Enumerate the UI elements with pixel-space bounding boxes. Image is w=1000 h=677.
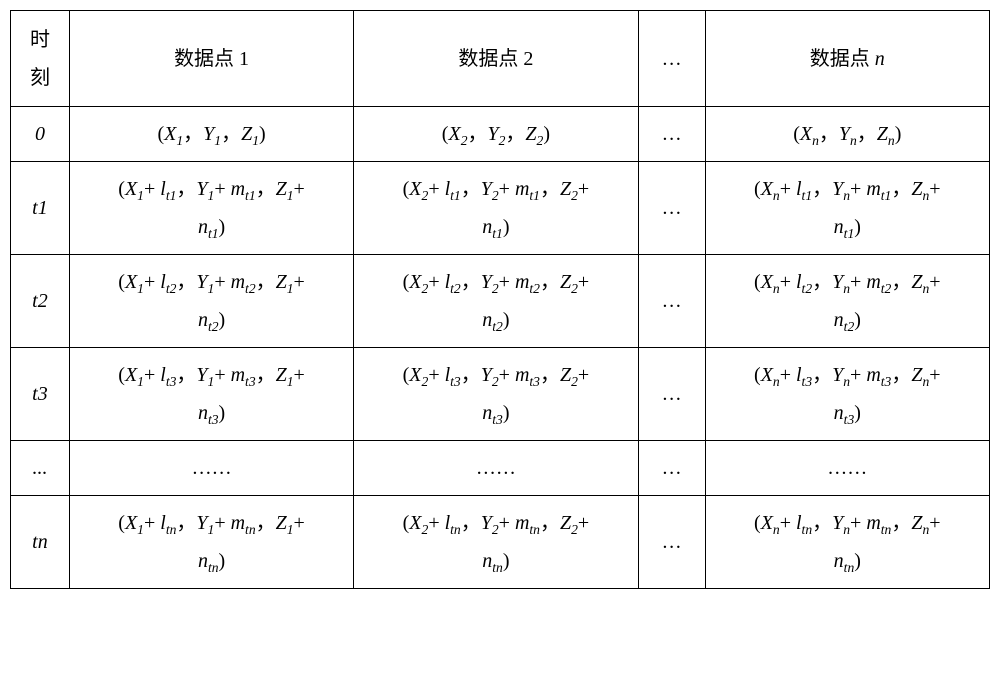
data-point-table: 时刻 数据点 1 数据点 2 … 数据点 n 0 (X1，Y1，Z1) (X2，… xyxy=(10,10,990,589)
cell-dots: … xyxy=(638,162,705,255)
cell-dn: (Xn+ lt1，Yn+ mt1，Zn+nt1) xyxy=(705,162,989,255)
cell-time: 0 xyxy=(11,107,70,162)
cell-dots: … xyxy=(638,348,705,441)
cell-time: t3 xyxy=(11,348,70,441)
header-time: 时刻 xyxy=(11,11,70,107)
cell-time: tn xyxy=(11,496,70,589)
header-data2: 数据点 2 xyxy=(354,11,638,107)
cell-d2: (X2+ lt3，Y2+ mt3，Z2+nt3) xyxy=(354,348,638,441)
cell-d2: (X2+ ltn，Y2+ mtn，Z2+ntn) xyxy=(354,496,638,589)
header-datan: 数据点 n xyxy=(705,11,989,107)
table-row: 0 (X1，Y1，Z1) (X2，Y2，Z2) … (Xn，Yn，Zn) xyxy=(11,107,990,162)
header-data1: 数据点 1 xyxy=(69,11,353,107)
cell-d1: …… xyxy=(69,441,353,496)
cell-dots: … xyxy=(638,107,705,162)
cell-time: t2 xyxy=(11,255,70,348)
table-header-row: 时刻 数据点 1 数据点 2 … 数据点 n xyxy=(11,11,990,107)
cell-dn: (Xn+ ltn，Yn+ mtn，Zn+ntn) xyxy=(705,496,989,589)
table-row: t1 (X1+ lt1，Y1+ mt1，Z1+nt1) (X2+ lt1，Y2+… xyxy=(11,162,990,255)
cell-d1: (X1+ ltn，Y1+ mtn，Z1+ntn) xyxy=(69,496,353,589)
table-row: t3 (X1+ lt3，Y1+ mt3，Z1+nt3) (X2+ lt3，Y2+… xyxy=(11,348,990,441)
cell-time: t1 xyxy=(11,162,70,255)
cell-d1: (X1+ lt2，Y1+ mt2，Z1+nt2) xyxy=(69,255,353,348)
cell-d2: (X2，Y2，Z2) xyxy=(354,107,638,162)
cell-d2: (X2+ lt1，Y2+ mt1，Z2+nt1) xyxy=(354,162,638,255)
cell-d2: …… xyxy=(354,441,638,496)
cell-d1: (X1+ lt1，Y1+ mt1，Z1+nt1) xyxy=(69,162,353,255)
table-row: t2 (X1+ lt2，Y1+ mt2，Z1+nt2) (X2+ lt2，Y2+… xyxy=(11,255,990,348)
cell-dn: …… xyxy=(705,441,989,496)
cell-dots: … xyxy=(638,255,705,348)
cell-dn: (Xn+ lt2，Yn+ mt2，Zn+nt2) xyxy=(705,255,989,348)
cell-dn: (Xn+ lt3，Yn+ mt3，Zn+nt3) xyxy=(705,348,989,441)
table-row: ... …… …… … …… xyxy=(11,441,990,496)
table-row: tn (X1+ ltn，Y1+ mtn，Z1+ntn) (X2+ ltn，Y2+… xyxy=(11,496,990,589)
cell-dn: (Xn，Yn，Zn) xyxy=(705,107,989,162)
cell-d1: (X1+ lt3，Y1+ mt3，Z1+nt3) xyxy=(69,348,353,441)
header-dots: … xyxy=(638,11,705,107)
cell-dots: … xyxy=(638,441,705,496)
cell-d2: (X2+ lt2，Y2+ mt2，Z2+nt2) xyxy=(354,255,638,348)
cell-time: ... xyxy=(11,441,70,496)
cell-dots: … xyxy=(638,496,705,589)
cell-d1: (X1，Y1，Z1) xyxy=(69,107,353,162)
